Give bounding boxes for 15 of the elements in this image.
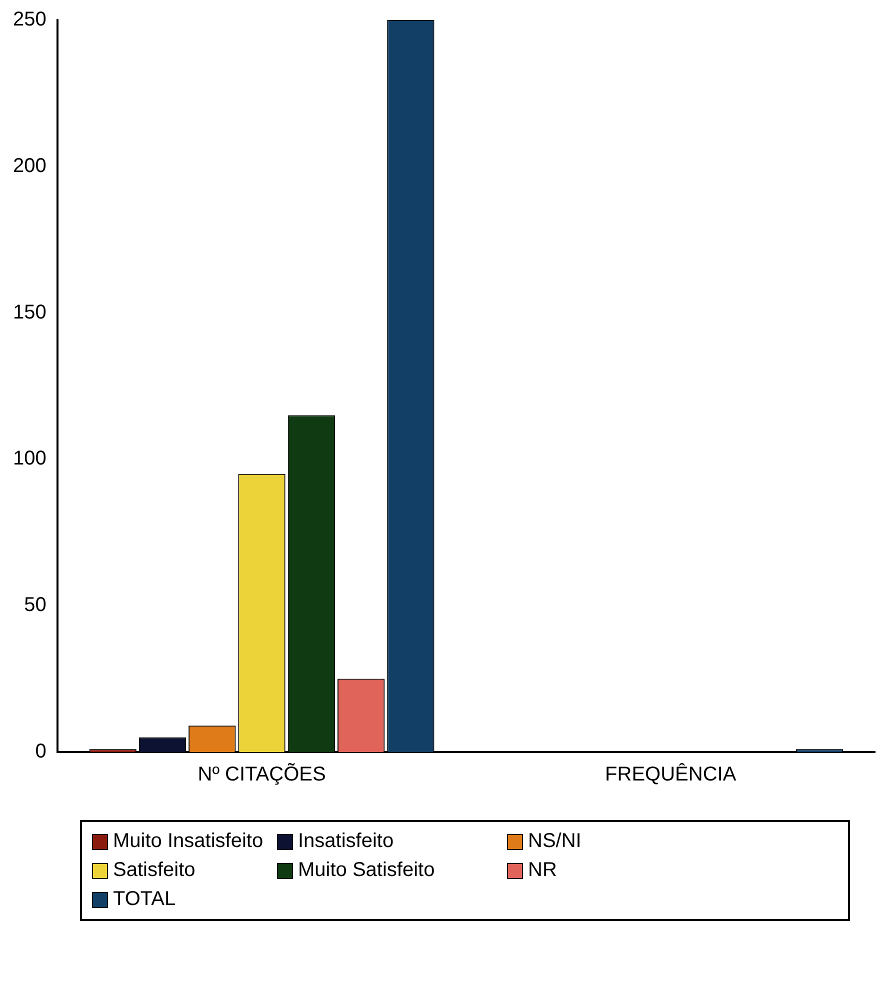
y-tick-label: 0 [35,740,46,763]
y-tick-label: 200 [12,154,46,177]
legend-label: NS/NI [528,830,582,853]
legend-label: Muito Satisfeito [298,859,435,882]
y-tick-label: 250 [12,8,46,31]
legend-label: NR [528,859,557,882]
legend-label: Muito Insatisfeito [113,830,264,853]
y-tick-label: 100 [12,448,46,470]
legend-label: TOTAL [113,888,176,911]
legend-label: Insatisfeito [298,830,394,853]
legend-label: Satisfeito [113,859,196,882]
y-tick-label: 150 [12,301,46,324]
x-tick-label: FREQUÊNCIA [605,762,737,786]
y-tick-label: 50 [24,594,46,616]
x-tick-label: Nº CITAÇÕES [198,762,326,786]
